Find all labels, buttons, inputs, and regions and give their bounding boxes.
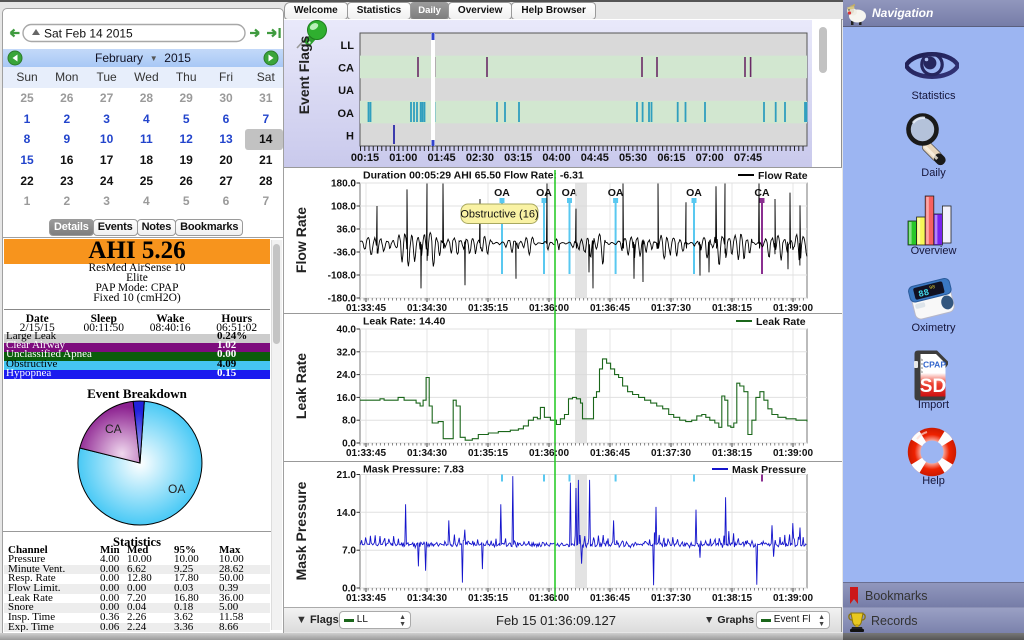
svg-text:98: 98 — [929, 284, 936, 291]
svg-text:01:36:00: 01:36:00 — [529, 593, 569, 604]
svg-text:-108.0: -108.0 — [328, 271, 357, 282]
svg-text:CPAP: CPAP — [923, 360, 946, 370]
svg-text:01:38:15: 01:38:15 — [712, 303, 752, 313]
svg-text:01:34:30: 01:34:30 — [407, 593, 447, 604]
svg-text:Event Flags: Event Flags — [296, 36, 312, 115]
svg-text:01:33:45: 01:33:45 — [346, 593, 386, 604]
svg-text:-36.0: -36.0 — [333, 248, 356, 259]
svg-text:OA: OA — [686, 187, 702, 199]
svg-text:OA: OA — [608, 187, 624, 199]
svg-text:01:37:30: 01:37:30 — [651, 448, 691, 459]
svg-text:UA: UA — [338, 85, 354, 97]
svg-text:o: o — [921, 367, 923, 371]
svg-text:01:35:15: 01:35:15 — [468, 593, 508, 604]
svg-text:02:30: 02:30 — [466, 152, 494, 164]
svg-text:LL: LL — [341, 40, 355, 52]
svg-text:01:36:00: 01:36:00 — [529, 303, 569, 313]
svg-text:Mask Pressure: 7.83: Mask Pressure: 7.83 — [363, 464, 464, 476]
svg-text:01:39:00: 01:39:00 — [773, 448, 813, 459]
svg-text:OA: OA — [562, 187, 578, 199]
svg-text:88: 88 — [917, 288, 930, 300]
svg-text:36.0: 36.0 — [337, 225, 357, 236]
svg-text:32.0: 32.0 — [337, 347, 357, 358]
svg-text:01:33:45: 01:33:45 — [346, 448, 386, 459]
svg-text:40.0: 40.0 — [337, 325, 357, 336]
svg-text:01:38:15: 01:38:15 — [712, 448, 752, 459]
svg-text:21.0: 21.0 — [337, 470, 357, 481]
svg-text:01:37:30: 01:37:30 — [651, 593, 691, 604]
svg-text:07:00: 07:00 — [696, 152, 724, 164]
svg-text:0.0: 0.0 — [342, 439, 356, 450]
svg-text:05:30: 05:30 — [619, 152, 647, 164]
svg-text:06:15: 06:15 — [657, 152, 685, 164]
svg-text:Obstructive (16): Obstructive (16) — [460, 209, 538, 221]
svg-text:16.0: 16.0 — [337, 393, 357, 404]
svg-text:01:00: 01:00 — [389, 152, 417, 164]
svg-text:Flow Rate: Flow Rate — [293, 207, 309, 273]
svg-text:OA: OA — [338, 108, 355, 120]
svg-text:01:34:30: 01:34:30 — [407, 303, 447, 313]
svg-text:14.0: 14.0 — [337, 508, 357, 519]
svg-text:Leak Rate: Leak Rate — [293, 353, 309, 419]
svg-text:01:36:45: 01:36:45 — [590, 448, 630, 459]
svg-text:01:34:30: 01:34:30 — [407, 448, 447, 459]
svg-text:01:39:00: 01:39:00 — [773, 593, 813, 604]
svg-text:01:37:30: 01:37:30 — [651, 303, 691, 313]
svg-text:8.0: 8.0 — [342, 416, 356, 427]
svg-text:k: k — [921, 370, 923, 375]
svg-text:01:39:00: 01:39:00 — [773, 303, 813, 313]
svg-text:01:33:45: 01:33:45 — [346, 303, 386, 313]
svg-text:o: o — [921, 363, 923, 367]
svg-text:04:45: 04:45 — [581, 152, 609, 164]
svg-text:Leak Rate: 14.40: Leak Rate: 14.40 — [363, 316, 445, 328]
svg-text:Sat Feb 14 2015: Sat Feb 14 2015 — [44, 27, 133, 41]
svg-text:00:15: 00:15 — [351, 152, 379, 164]
svg-text:CA: CA — [105, 422, 122, 436]
svg-text:0.0: 0.0 — [342, 584, 356, 595]
svg-text:108.0: 108.0 — [331, 202, 356, 213]
svg-text:01:36:00: 01:36:00 — [529, 448, 569, 459]
svg-text:-180.0: -180.0 — [328, 294, 357, 305]
svg-text:01:38:15: 01:38:15 — [712, 593, 752, 604]
svg-text:180.0: 180.0 — [331, 179, 356, 190]
svg-text:04:00: 04:00 — [542, 152, 570, 164]
svg-text:01:45: 01:45 — [428, 152, 456, 164]
svg-text:Duration 00:05:29 AHI 65.50 Fl: Duration 00:05:29 AHI 65.50 Flow Rate: -… — [363, 170, 584, 182]
svg-text:H: H — [346, 130, 354, 142]
svg-text:Leak Rate: Leak Rate — [756, 316, 806, 328]
svg-text:OA: OA — [168, 482, 185, 496]
svg-text:SD: SD — [920, 376, 946, 397]
svg-text:b: b — [921, 358, 923, 363]
svg-text:CA: CA — [338, 63, 354, 75]
svg-text:01:36:45: 01:36:45 — [590, 593, 630, 604]
svg-text:7.0: 7.0 — [342, 546, 356, 557]
svg-text:Mask Pressure: Mask Pressure — [732, 464, 806, 476]
svg-text:CA: CA — [754, 187, 770, 199]
svg-text:03:15: 03:15 — [504, 152, 532, 164]
svg-text:Flow Rate: Flow Rate — [758, 170, 808, 182]
svg-text:07:45: 07:45 — [734, 152, 762, 164]
svg-text:01:35:15: 01:35:15 — [468, 448, 508, 459]
svg-text:OA: OA — [536, 187, 552, 199]
svg-text:01:35:15: 01:35:15 — [468, 303, 508, 313]
svg-text:Mask Pressure: Mask Pressure — [293, 481, 309, 580]
svg-text:OA: OA — [494, 187, 510, 199]
svg-text:01:36:45: 01:36:45 — [590, 303, 630, 313]
svg-text:24.0: 24.0 — [337, 370, 357, 381]
